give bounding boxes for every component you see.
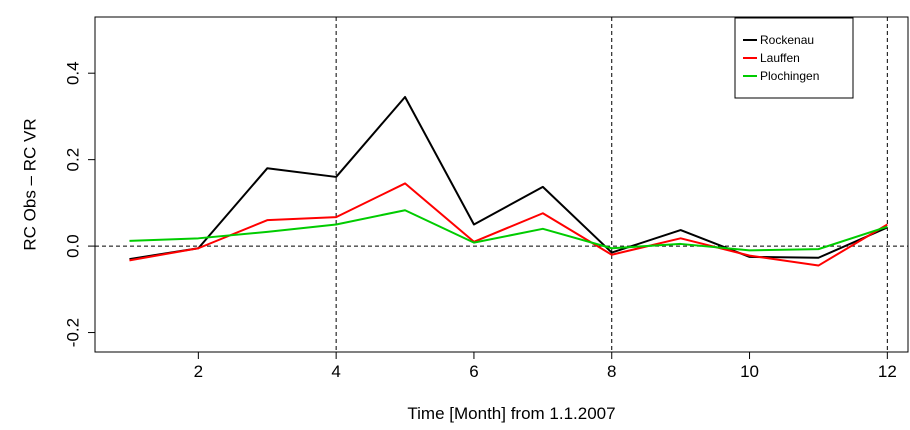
x-tick-label: 4 bbox=[331, 362, 340, 381]
legend-label: Rockenau bbox=[760, 33, 814, 47]
legend-label: Lauffen bbox=[760, 51, 800, 65]
axes: 2 4 6 8 10 12 -0.2 0.0 0.2 0.4 bbox=[64, 61, 897, 381]
y-axis-title: RC Obs – RC VR bbox=[21, 118, 40, 250]
reference-lines bbox=[95, 17, 908, 352]
y-tick-label: 0.2 bbox=[64, 148, 83, 172]
legend-label: Plochingen bbox=[760, 69, 819, 83]
series-lines bbox=[129, 95, 888, 267]
legend: Rockenau Lauffen Plochingen bbox=[734, 17, 854, 99]
x-tick-label: 6 bbox=[469, 362, 478, 381]
x-tick-label: 2 bbox=[194, 362, 203, 381]
x-tick-label: 12 bbox=[878, 362, 897, 381]
y-tick-label: -0.2 bbox=[64, 318, 83, 347]
series-line-plochingen bbox=[129, 209, 888, 252]
x-tick-label: 8 bbox=[607, 362, 616, 381]
series-line-lauffen bbox=[129, 182, 888, 267]
y-tick-label: 0.0 bbox=[64, 234, 83, 258]
y-tick-label: 0.4 bbox=[64, 61, 83, 85]
x-tick-label: 10 bbox=[740, 362, 759, 381]
x-axis-title: Time [Month] from 1.1.2007 bbox=[407, 404, 615, 423]
plot-frame bbox=[94, 16, 909, 353]
